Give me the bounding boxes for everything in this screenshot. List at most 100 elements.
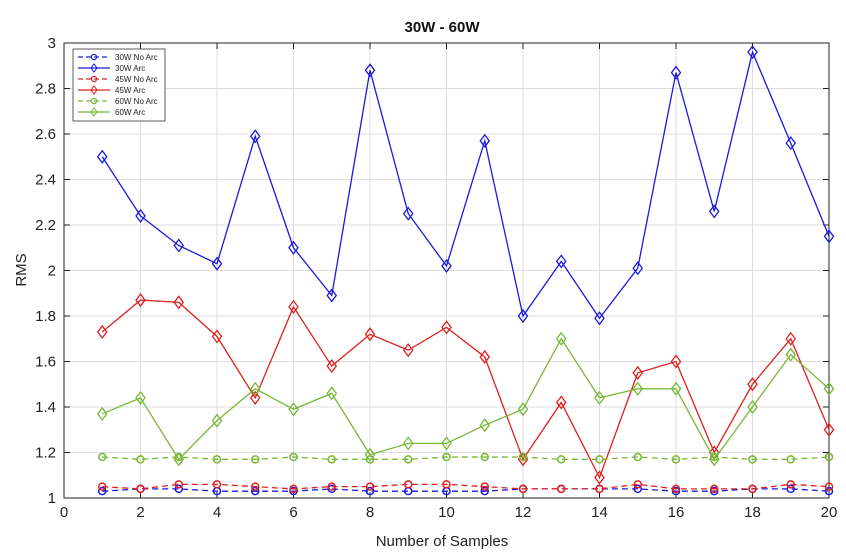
data-point [326, 288, 338, 303]
data-point [249, 390, 261, 405]
data-point [786, 484, 795, 494]
data-point [289, 484, 298, 494]
data-point [96, 406, 108, 421]
data-point [518, 484, 528, 494]
data-point [364, 327, 376, 342]
series-line [102, 337, 830, 461]
data-point [136, 484, 145, 494]
data-point [365, 486, 375, 496]
series-60w-no-arc [98, 452, 834, 464]
data-point [288, 240, 299, 255]
data-point [404, 455, 413, 464]
y-tick-label: 2.6 [35, 126, 56, 143]
x-tick-label: 14 [591, 504, 608, 521]
y-tick-label: 1.4 [35, 399, 56, 416]
data-point [823, 422, 835, 437]
data-point [594, 311, 605, 326]
data-point [670, 65, 682, 80]
y-tick-label: 2.4 [35, 172, 56, 189]
data-point [364, 63, 376, 78]
series-line [101, 299, 830, 480]
data-point [632, 365, 644, 380]
series-45w-arc [96, 292, 835, 485]
series-45w-no-arc [98, 480, 834, 494]
legend-item: 45W Arc [78, 85, 145, 95]
data-point [441, 320, 452, 335]
y-tick-label: 3 [48, 35, 56, 52]
series-30w-arc [96, 45, 835, 326]
series-60w-arc [96, 331, 835, 467]
data-point [211, 256, 223, 271]
data-point [211, 329, 223, 344]
data-point [98, 486, 107, 496]
data-point [632, 261, 644, 276]
data-point [211, 413, 223, 428]
y-tick-label: 1 [48, 490, 56, 507]
data-point [174, 480, 183, 489]
data-point [173, 295, 185, 310]
data-point [594, 390, 605, 405]
data-point [823, 381, 835, 396]
data-point [289, 452, 298, 462]
data-point [480, 486, 489, 496]
x-tick-label: 2 [136, 504, 144, 521]
data-point [327, 482, 336, 491]
legend-item: 30W Arc [78, 63, 145, 73]
data-point [710, 484, 719, 494]
x-tick-label: 0 [60, 504, 68, 521]
data-point [212, 480, 222, 489]
data-point [402, 343, 414, 358]
legend-label: 30W No Arc [115, 53, 158, 62]
legend-marker [90, 53, 98, 61]
data-point [557, 455, 566, 464]
data-point [594, 470, 605, 485]
data-point [824, 452, 834, 462]
legend-marker [90, 85, 98, 95]
data-point [326, 358, 338, 374]
data-point [632, 381, 644, 396]
data-point [441, 436, 452, 451]
data-point [365, 455, 375, 464]
series-30w-no-arc [98, 484, 834, 496]
data-point [555, 395, 567, 410]
data-point [633, 480, 642, 489]
data-point [786, 455, 795, 464]
data-point [442, 480, 451, 489]
data-point [517, 308, 529, 324]
data-point [251, 486, 260, 496]
data-point [517, 402, 529, 417]
y-tick-label: 2 [48, 263, 56, 280]
legend-marker [90, 107, 98, 117]
data-point [173, 452, 185, 467]
data-point [786, 480, 795, 489]
data-point [249, 129, 261, 144]
x-tick-label: 10 [438, 504, 455, 521]
data-point [633, 484, 642, 494]
series-line [102, 456, 830, 460]
legend-marker [90, 75, 98, 83]
data-point [671, 484, 681, 494]
data-point [595, 484, 604, 494]
data-point [135, 208, 146, 223]
data-point [518, 452, 528, 462]
data-point [785, 347, 797, 362]
legend-item: 45W No Arc [78, 75, 158, 84]
data-point [441, 258, 452, 274]
data-point [785, 331, 797, 346]
data-point [404, 480, 413, 489]
data-point [442, 452, 451, 462]
data-point [824, 486, 834, 496]
data-point [402, 436, 414, 451]
data-point [212, 455, 222, 464]
data-point [249, 381, 261, 396]
data-point [174, 484, 183, 494]
data-point [251, 455, 260, 464]
series-line [102, 488, 830, 492]
data-point [670, 381, 682, 396]
data-point [288, 299, 299, 314]
data-point [748, 484, 757, 494]
legend-item: 30W No Arc [78, 53, 158, 62]
legend-item: 60W No Arc [78, 97, 158, 106]
legend-box [72, 48, 166, 122]
